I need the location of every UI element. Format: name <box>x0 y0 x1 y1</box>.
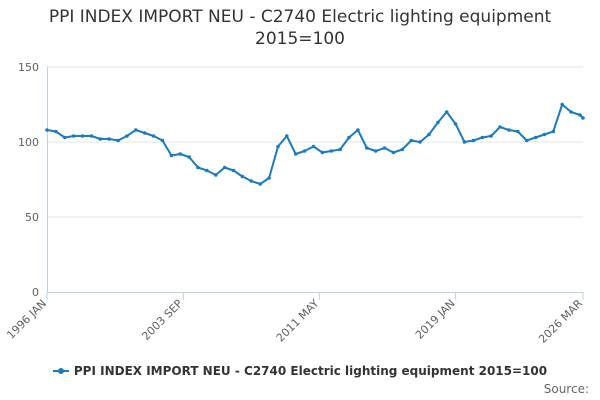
data-point[interactable] <box>524 138 529 143</box>
data-point[interactable] <box>569 110 573 114</box>
data-point[interactable] <box>258 182 263 186</box>
data-point[interactable] <box>480 135 485 140</box>
data-point[interactable] <box>409 138 414 143</box>
data-point[interactable] <box>160 138 165 143</box>
credits-source[interactable]: Source: <box>543 382 589 396</box>
data-point[interactable] <box>125 134 129 138</box>
data-point[interactable] <box>436 120 440 125</box>
data-point[interactable] <box>507 128 511 132</box>
data-point[interactable] <box>516 129 520 134</box>
data-point[interactable] <box>453 122 458 126</box>
data-point[interactable] <box>205 168 209 173</box>
x-tick-label: 2003 SEP <box>139 297 185 343</box>
data-point[interactable] <box>293 152 298 156</box>
x-tick-label: 2011 MAY <box>274 297 322 345</box>
y-axis-ticks: 0 50 100 150 <box>18 61 39 299</box>
data-point[interactable] <box>187 155 191 159</box>
data-point[interactable] <box>54 129 58 134</box>
data-point[interactable] <box>551 129 556 134</box>
data-point[interactable] <box>581 116 585 120</box>
data-point[interactable] <box>169 153 174 158</box>
data-point[interactable] <box>302 149 307 153</box>
data-point[interactable] <box>373 149 378 153</box>
x-tick-label: 2019 JAN <box>413 297 458 342</box>
data-point[interactable] <box>489 134 493 138</box>
x-axis-ticks: 1996 JAN 2003 SEP 2011 MAY 2019 JAN 2026 MAR <box>4 292 585 346</box>
y-tick-label: 150 <box>18 61 39 74</box>
data-point[interactable] <box>249 179 254 183</box>
grid-lines <box>47 66 583 218</box>
chart-title-line-1: PPI INDEX IMPORT NEU - C2740 Electric li… <box>48 7 552 27</box>
data-point[interactable] <box>267 176 271 180</box>
data-point[interactable] <box>178 152 182 156</box>
legend[interactable]: PPI INDEX IMPORT NEU - C2740 Electric li… <box>0 364 600 378</box>
data-point[interactable] <box>116 138 120 143</box>
data-point[interactable] <box>533 135 538 140</box>
series-layer <box>45 102 585 186</box>
data-point[interactable] <box>311 144 316 149</box>
data-point[interactable] <box>347 135 351 140</box>
y-tick-label: 50 <box>25 211 39 224</box>
data-point[interactable] <box>400 147 405 152</box>
data-point[interactable] <box>240 174 245 179</box>
data-point[interactable] <box>382 146 387 150</box>
data-point[interactable] <box>276 144 280 149</box>
data-point[interactable] <box>231 168 236 173</box>
data-point[interactable] <box>134 128 138 132</box>
axes <box>47 67 583 293</box>
data-point[interactable] <box>427 132 431 137</box>
data-point[interactable] <box>356 128 360 132</box>
data-point[interactable] <box>418 140 422 144</box>
data-point[interactable] <box>498 125 502 129</box>
chart-title-line-2: 2015=100 <box>255 29 345 49</box>
y-tick-label: 0 <box>32 286 39 299</box>
data-point[interactable] <box>365 146 369 150</box>
data-point[interactable] <box>338 147 342 152</box>
x-tick-label: 1996 JAN <box>4 297 49 342</box>
data-point[interactable] <box>542 132 547 137</box>
data-point[interactable] <box>63 135 67 140</box>
data-point[interactable] <box>329 149 334 153</box>
data-point[interactable] <box>444 110 449 114</box>
data-point[interactable] <box>45 128 49 132</box>
data-point[interactable] <box>578 113 582 117</box>
series-line[interactable] <box>46 103 584 185</box>
legend-series-symbol <box>52 366 69 376</box>
x-tick-label: 2026 MAR <box>536 297 585 346</box>
data-point[interactable] <box>391 150 396 155</box>
data-point[interactable] <box>196 165 200 170</box>
chart-title: PPI INDEX IMPORT NEU - C2740 Electric li… <box>0 6 600 50</box>
data-point[interactable] <box>71 134 76 138</box>
data-point[interactable] <box>320 150 325 155</box>
data-point[interactable] <box>142 131 147 135</box>
data-point[interactable] <box>214 173 218 177</box>
data-point[interactable] <box>98 137 103 141</box>
data-point[interactable] <box>80 134 85 138</box>
legend-series-label: PPI INDEX IMPORT NEU - C2740 Electric li… <box>73 364 548 378</box>
data-point[interactable] <box>89 134 94 138</box>
data-point[interactable] <box>285 134 289 138</box>
data-point[interactable] <box>471 138 476 143</box>
data-point[interactable] <box>222 165 227 170</box>
data-point[interactable] <box>462 140 467 144</box>
data-point[interactable] <box>151 134 156 138</box>
data-point[interactable] <box>107 137 111 141</box>
legend-dot <box>57 368 64 374</box>
data-point[interactable] <box>560 102 564 107</box>
y-tick-label: 100 <box>18 136 39 149</box>
